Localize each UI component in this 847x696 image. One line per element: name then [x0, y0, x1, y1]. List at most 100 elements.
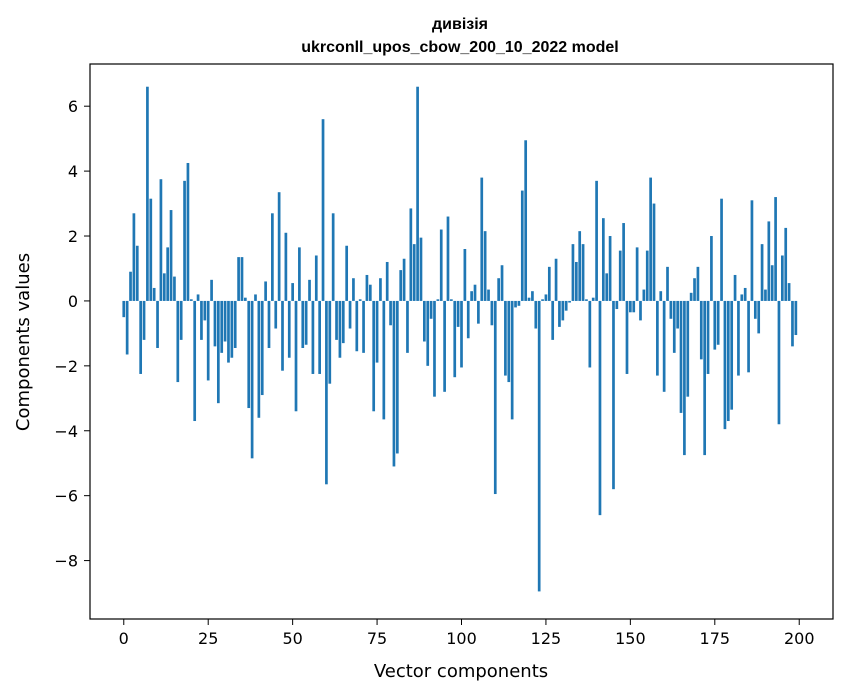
x-tick-label: 0 — [119, 629, 129, 648]
bar — [301, 300, 305, 348]
bar — [402, 258, 406, 301]
bar — [176, 300, 180, 383]
bar — [480, 177, 484, 301]
bar — [206, 300, 210, 381]
bar — [362, 300, 365, 353]
bar — [264, 281, 267, 301]
bar — [200, 300, 203, 340]
bar — [490, 300, 494, 326]
bar — [237, 257, 240, 301]
bar — [645, 250, 649, 301]
bar — [537, 300, 541, 592]
bar — [669, 300, 673, 319]
bar — [227, 300, 230, 363]
y-tick-label: 0 — [68, 292, 78, 311]
bar — [365, 274, 369, 301]
bar — [372, 300, 376, 412]
bar — [247, 300, 251, 409]
bar — [189, 299, 193, 301]
bar — [281, 300, 284, 371]
bar — [314, 255, 318, 301]
bar — [294, 300, 298, 412]
bar — [409, 208, 413, 301]
bar — [426, 300, 430, 366]
bar — [696, 266, 700, 301]
bar — [632, 300, 636, 313]
bar — [777, 300, 781, 425]
bar — [554, 258, 558, 301]
bar — [149, 198, 153, 301]
bar — [446, 216, 450, 301]
bar — [547, 266, 551, 301]
bar — [220, 300, 224, 353]
bar — [368, 284, 372, 301]
bar — [659, 291, 663, 301]
bar — [493, 300, 497, 495]
bar — [517, 300, 521, 306]
bar — [676, 300, 679, 329]
bar — [510, 300, 514, 420]
bar — [375, 300, 379, 363]
bar — [321, 119, 325, 301]
bar — [385, 261, 389, 301]
bar — [649, 177, 652, 301]
bar — [395, 300, 399, 454]
bar — [767, 221, 771, 301]
bar — [284, 232, 288, 301]
bar — [571, 244, 575, 301]
bar — [629, 300, 632, 313]
bar — [341, 300, 345, 344]
chart-title-line1: дивізія — [432, 16, 488, 33]
x-tick-label: 75 — [367, 629, 387, 648]
bar — [291, 283, 294, 301]
bar — [656, 300, 659, 376]
bar — [125, 300, 129, 355]
bar — [477, 300, 480, 324]
bar — [683, 300, 686, 456]
bar — [453, 300, 457, 378]
x-tick-label: 25 — [198, 629, 218, 648]
bar — [757, 300, 761, 334]
y-axis-ticks: −8 −6 −4 −2 0 2 4 6 — [54, 97, 90, 571]
bar — [601, 218, 605, 301]
plot-frame — [89, 63, 834, 620]
bar — [179, 300, 183, 340]
bar — [713, 300, 717, 350]
bar — [672, 300, 676, 353]
bar — [338, 300, 342, 358]
bar — [706, 300, 710, 374]
bar — [166, 247, 170, 301]
bar — [740, 294, 744, 301]
bar — [450, 299, 453, 301]
y-tick-label: −4 — [54, 422, 78, 441]
bar — [716, 300, 720, 345]
bar — [568, 300, 571, 303]
bar — [223, 300, 227, 342]
bar — [618, 250, 622, 301]
bar — [345, 245, 349, 301]
bar — [173, 276, 176, 301]
bar — [588, 300, 592, 368]
bar — [169, 210, 173, 301]
bar — [507, 300, 511, 383]
bar — [382, 300, 386, 420]
bar — [642, 289, 646, 301]
bar — [784, 227, 788, 301]
bar — [753, 300, 757, 319]
bar — [689, 292, 693, 301]
bar — [625, 300, 629, 374]
bar — [473, 284, 477, 301]
bar — [699, 300, 703, 360]
bar — [780, 255, 784, 301]
bar — [311, 300, 315, 374]
bar — [730, 300, 734, 410]
bar — [612, 300, 615, 490]
bar — [639, 300, 642, 321]
bar — [433, 300, 436, 397]
bar — [162, 273, 166, 301]
bar — [318, 300, 321, 374]
bar — [304, 300, 308, 345]
bar — [277, 192, 281, 301]
bar — [574, 261, 578, 301]
